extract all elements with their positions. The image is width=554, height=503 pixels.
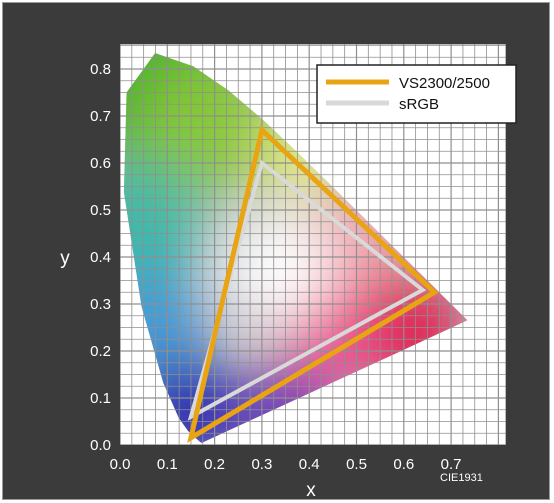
- x-tick-label: 0.4: [299, 456, 320, 473]
- gamut-vertex: [260, 161, 264, 165]
- legend-label-vs2300: VS2300/2500: [399, 75, 490, 92]
- y-tick-label: 0.7: [90, 108, 111, 125]
- gamut-vertex: [421, 288, 425, 292]
- y-tick-label: 0.0: [90, 437, 111, 454]
- y-tick-label: 0.1: [90, 390, 111, 407]
- chromaticity-chart: 0.0 0.1 0.2 0.3 0.4 0.5 0.6 0.7 0.0 0.1 0.2 0.3 0.4…: [60, 44, 517, 501]
- legend-label-srgb: sRGB: [399, 96, 439, 113]
- y-tick-label: 0.3: [90, 296, 111, 313]
- x-tick-label: 0.1: [157, 456, 178, 473]
- y-tick-label: 0.8: [90, 61, 111, 78]
- y-axis-title: y: [60, 248, 70, 269]
- cie-footnote: CIE1931: [440, 472, 483, 484]
- legend-box: [316, 64, 517, 124]
- x-tick-label: 0.6: [393, 456, 414, 473]
- y-tick-label: 0.2: [90, 343, 111, 360]
- y-tick-label: 0.5: [90, 202, 111, 219]
- y-tick-label: 0.4: [90, 249, 111, 266]
- x-tick-label: 0.5: [346, 456, 367, 473]
- x-tick-label: 0.7: [441, 456, 462, 473]
- x-axis-title: x: [306, 480, 316, 501]
- y-tick-labels: 0.0 0.1 0.2 0.3 0.4 0.5 0.6 0.7 0.8: [90, 61, 111, 454]
- x-tick-label: 0.3: [251, 456, 272, 473]
- gamut-vertex: [189, 415, 193, 419]
- x-tick-label: 0.2: [204, 456, 225, 473]
- legend: VS2300/2500 sRGB: [316, 64, 517, 124]
- y-tick-label: 0.6: [90, 155, 111, 172]
- x-tick-labels: 0.0 0.1 0.2 0.3 0.4 0.5 0.6 0.7: [110, 456, 462, 473]
- series-layer: [187, 125, 439, 444]
- gamut-triangle-vs2300: [187, 125, 439, 444]
- x-tick-label: 0.0: [110, 456, 131, 473]
